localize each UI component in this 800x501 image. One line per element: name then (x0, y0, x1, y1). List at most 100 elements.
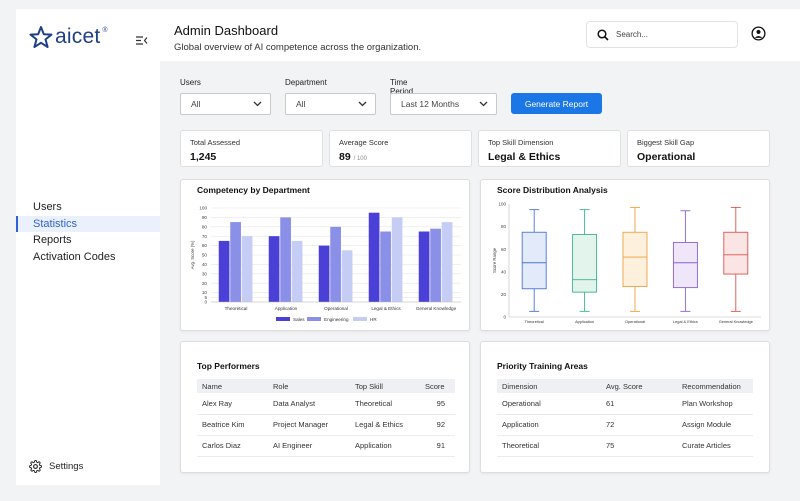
search-box[interactable] (586, 21, 738, 48)
column-header: Recommendation (677, 379, 753, 393)
page-subtitle: Global overview of AI competence across … (174, 42, 422, 53)
logo[interactable]: aicet ® (29, 25, 108, 49)
performer-name-link[interactable]: Carlos Diaz (197, 435, 268, 457)
y-tick-label: 60 (501, 247, 507, 252)
generate-report-button[interactable]: Generate Report (511, 93, 602, 114)
y-tick-label: 20 (202, 281, 208, 286)
y-tick-label: 40 (501, 269, 507, 274)
column-header: Role (268, 379, 350, 393)
x-tick-label: Theoretical (225, 306, 248, 311)
training-dimension: Theoretical (497, 435, 601, 457)
department-filter-value: All (296, 99, 306, 109)
y-tick-label: 80 (501, 224, 507, 229)
performer-role: Project Manager (268, 414, 350, 436)
collapse-menu-icon (136, 36, 148, 45)
bar-hr (391, 217, 403, 302)
users-filter-value: All (191, 99, 201, 109)
y-tick-label: 80 (202, 224, 208, 229)
sidebar-item-statistics[interactable]: Statistics (16, 215, 160, 232)
settings-link[interactable]: Settings (29, 460, 83, 473)
y-tick-label: 20 (501, 292, 507, 297)
column-header: Top Skill (350, 379, 420, 393)
search-icon (597, 28, 609, 41)
recommendation-link[interactable]: Plan Workshop (677, 393, 753, 415)
table-row: Application 72 Assign Module (497, 414, 753, 436)
performer-role: AI Engineer (268, 435, 350, 457)
table-row: Operational 61 Plan Workshop (497, 393, 753, 415)
column-header: Score (420, 379, 455, 393)
card-title: Priority Training Areas (497, 361, 588, 371)
kpi-card-average-score: Average Score 89 / 100 (329, 130, 472, 167)
table-header-row: Name Role Top Skill Score (197, 379, 455, 393)
bar-hr (291, 240, 303, 302)
sidebar-item-users[interactable]: Users (33, 201, 62, 213)
x-tick-label: Operational (625, 319, 645, 324)
performer-skill: Application (350, 435, 420, 457)
y-tick-label: 40 (202, 262, 208, 267)
recommendation-link[interactable]: Curate Articles (677, 435, 753, 457)
y-tick-label: 0 (503, 315, 506, 320)
y-tick-label: 100 (199, 206, 207, 211)
department-filter-label: Department (285, 78, 327, 87)
kpi-label: Total Assessed (190, 138, 241, 147)
user-profile-button[interactable] (751, 26, 766, 46)
x-tick-label: Application (575, 319, 594, 324)
table-row: Carlos Diaz AI Engineer Application 91 (197, 435, 455, 457)
y-tick-label: 100 (498, 202, 506, 207)
performer-name-link[interactable]: Beatrice Kim (197, 414, 268, 436)
time-period-filter-label: Time Period (390, 78, 414, 96)
recommendation-link[interactable]: Assign Module (677, 414, 753, 436)
top-performers-card: Top Performers Name Role Top Skill Score… (180, 341, 470, 473)
performer-role: Data Analyst (268, 393, 350, 415)
column-header: Avg. Score (601, 379, 677, 393)
legend-label: Engineering (324, 317, 349, 322)
bar-engineering (280, 217, 291, 302)
users-filter-select[interactable]: All (180, 93, 271, 115)
kpi-value: Operational (637, 151, 696, 163)
bar-sales (318, 245, 330, 302)
search-input[interactable] (616, 30, 726, 39)
page-header: Admin Dashboard Global overview of AI co… (160, 9, 800, 61)
settings-label: Settings (49, 461, 84, 472)
collapse-sidebar-button[interactable] (135, 33, 148, 51)
sidebar: aicet ® Users Statistics Reports Activat… (16, 9, 160, 485)
bar-sales (418, 231, 430, 302)
department-filter-select[interactable]: All (285, 93, 376, 115)
kpi-unit: / 100 (353, 156, 367, 162)
priority-training-card: Priority Training Areas Dimension Avg. S… (480, 341, 770, 473)
box-iqr (622, 231, 648, 287)
performer-skill: Legal & Ethics (350, 414, 420, 436)
column-header: Dimension (497, 379, 601, 393)
kpi-label: Biggest Skill Gap (637, 138, 695, 147)
kpi-label: Top Skill Dimension (488, 138, 554, 147)
sidebar-item-reports[interactable]: Reports (33, 234, 72, 246)
chevron-down-icon (479, 101, 488, 107)
sidebar-item-activation-codes[interactable]: Activation Codes (33, 250, 116, 263)
page-title: Admin Dashboard (174, 23, 279, 38)
kpi-value: Legal & Ethics (488, 151, 561, 163)
x-tick-label: Operational (324, 306, 348, 311)
top-performers-table: Name Role Top Skill Score Alex Ray Data … (197, 379, 455, 457)
bar-engineering (380, 231, 391, 302)
y-tick-label: 10 (202, 290, 208, 295)
kpi-value: 89 (339, 151, 351, 163)
kpi-value-row: 89 / 100 (339, 151, 462, 163)
bar-engineering (330, 226, 341, 302)
time-period-filter-select[interactable]: Last 12 Months (390, 93, 497, 115)
table-row: Theoretical 75 Curate Articles (497, 435, 753, 457)
legend-swatch (353, 317, 367, 321)
y-tick-label: 30 (202, 271, 208, 276)
bar-engineering (230, 222, 241, 302)
training-score: 61 (601, 393, 677, 415)
logo-registered-mark: ® (102, 27, 108, 34)
training-score: 75 (601, 435, 677, 457)
bar-engineering (430, 228, 441, 302)
sidebar-nav: Users Statistics Reports Activation Code… (16, 199, 160, 265)
performer-name-link[interactable]: Alex Ray (197, 393, 268, 415)
logo-text: aicet (55, 25, 101, 48)
y-axis-label: Score Range (492, 247, 497, 273)
performer-score: 92 (420, 414, 455, 436)
table-row: Alex Ray Data Analyst Theoretical 95 (197, 393, 455, 415)
x-tick-label: General Knowledge (416, 306, 457, 311)
